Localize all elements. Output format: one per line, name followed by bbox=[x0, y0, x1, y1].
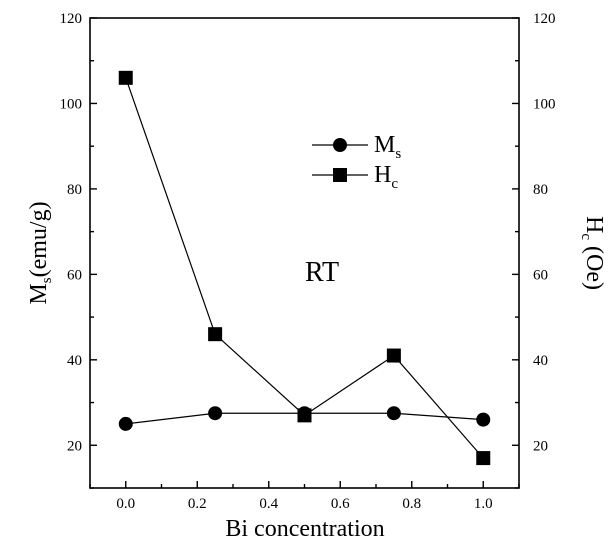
legend-hc-marker bbox=[333, 168, 347, 182]
data-point-ms bbox=[386, 406, 401, 421]
y-left-axis-title: Ms(emu/g) bbox=[26, 201, 55, 304]
data-point-ms bbox=[118, 416, 133, 431]
data-point-hc bbox=[118, 70, 133, 85]
y-right-tick-label: 20 bbox=[533, 438, 548, 454]
x-tick-label: 0.0 bbox=[116, 496, 135, 512]
y-right-tick-label: 100 bbox=[533, 96, 556, 112]
y-left-tick-label: 60 bbox=[67, 267, 82, 283]
series-layer bbox=[118, 70, 491, 466]
legend-hc-main: H bbox=[374, 162, 391, 188]
x-tick-label: 1.0 bbox=[474, 496, 493, 512]
x-axis-title: Bi concentration bbox=[225, 516, 384, 542]
y-right-tick-label: 80 bbox=[533, 182, 548, 198]
y-right-title-tail: (Oe) bbox=[581, 240, 607, 290]
y-left-title-main: M bbox=[26, 283, 52, 304]
y-right-axis-ticks: 20 40 60 80 100 120 bbox=[512, 11, 556, 489]
x-axis-ticks: 0.0 0.2 0.4 0.6 0.8 1.0 bbox=[89, 481, 520, 512]
data-point-ms bbox=[208, 406, 223, 421]
y-left-tick-label: 40 bbox=[67, 353, 82, 369]
data-point-hc bbox=[208, 327, 223, 342]
x-tick-label: 0.4 bbox=[259, 496, 278, 512]
legend: Ms Hc bbox=[312, 132, 401, 192]
y-right-tick-label: 60 bbox=[533, 267, 548, 283]
legend-ms-marker bbox=[333, 138, 347, 152]
data-point-hc bbox=[476, 451, 491, 466]
y-left-tick-label: 80 bbox=[67, 182, 82, 198]
y-left-title-tail: (emu/g) bbox=[26, 201, 52, 277]
y-right-axis-title: Hc (Oe) bbox=[578, 216, 607, 290]
legend-hc-label: Hc bbox=[374, 162, 398, 192]
legend-ms-sub: s bbox=[395, 146, 401, 162]
legend-hc-sub: c bbox=[391, 176, 398, 192]
legend-item-ms: Ms bbox=[312, 132, 401, 162]
y-right-title-main: H bbox=[581, 216, 607, 233]
y-left-axis-ticks: 20 40 60 80 100 120 bbox=[60, 11, 97, 489]
x-tick-label: 0.8 bbox=[402, 496, 421, 512]
y-left-tick-label: 120 bbox=[60, 11, 83, 27]
x-tick-label: 0.6 bbox=[331, 496, 350, 512]
legend-ms-main: M bbox=[374, 132, 395, 158]
y-right-tick-label: 40 bbox=[533, 353, 548, 369]
y-right-tick-label: 120 bbox=[533, 11, 556, 27]
data-point-hc bbox=[386, 348, 401, 363]
y-left-title-sub: s bbox=[39, 277, 55, 283]
y-left-tick-label: 20 bbox=[67, 438, 82, 454]
y-right-title-sub: c bbox=[578, 233, 594, 240]
legend-ms-label: Ms bbox=[374, 132, 401, 162]
data-point-hc bbox=[297, 408, 312, 423]
y-left-tick-label: 100 bbox=[60, 96, 83, 112]
data-point-ms bbox=[476, 412, 491, 427]
rt-annotation: RT bbox=[305, 257, 339, 288]
legend-item-hc: Hc bbox=[312, 162, 398, 192]
x-tick-label: 0.2 bbox=[188, 496, 207, 512]
